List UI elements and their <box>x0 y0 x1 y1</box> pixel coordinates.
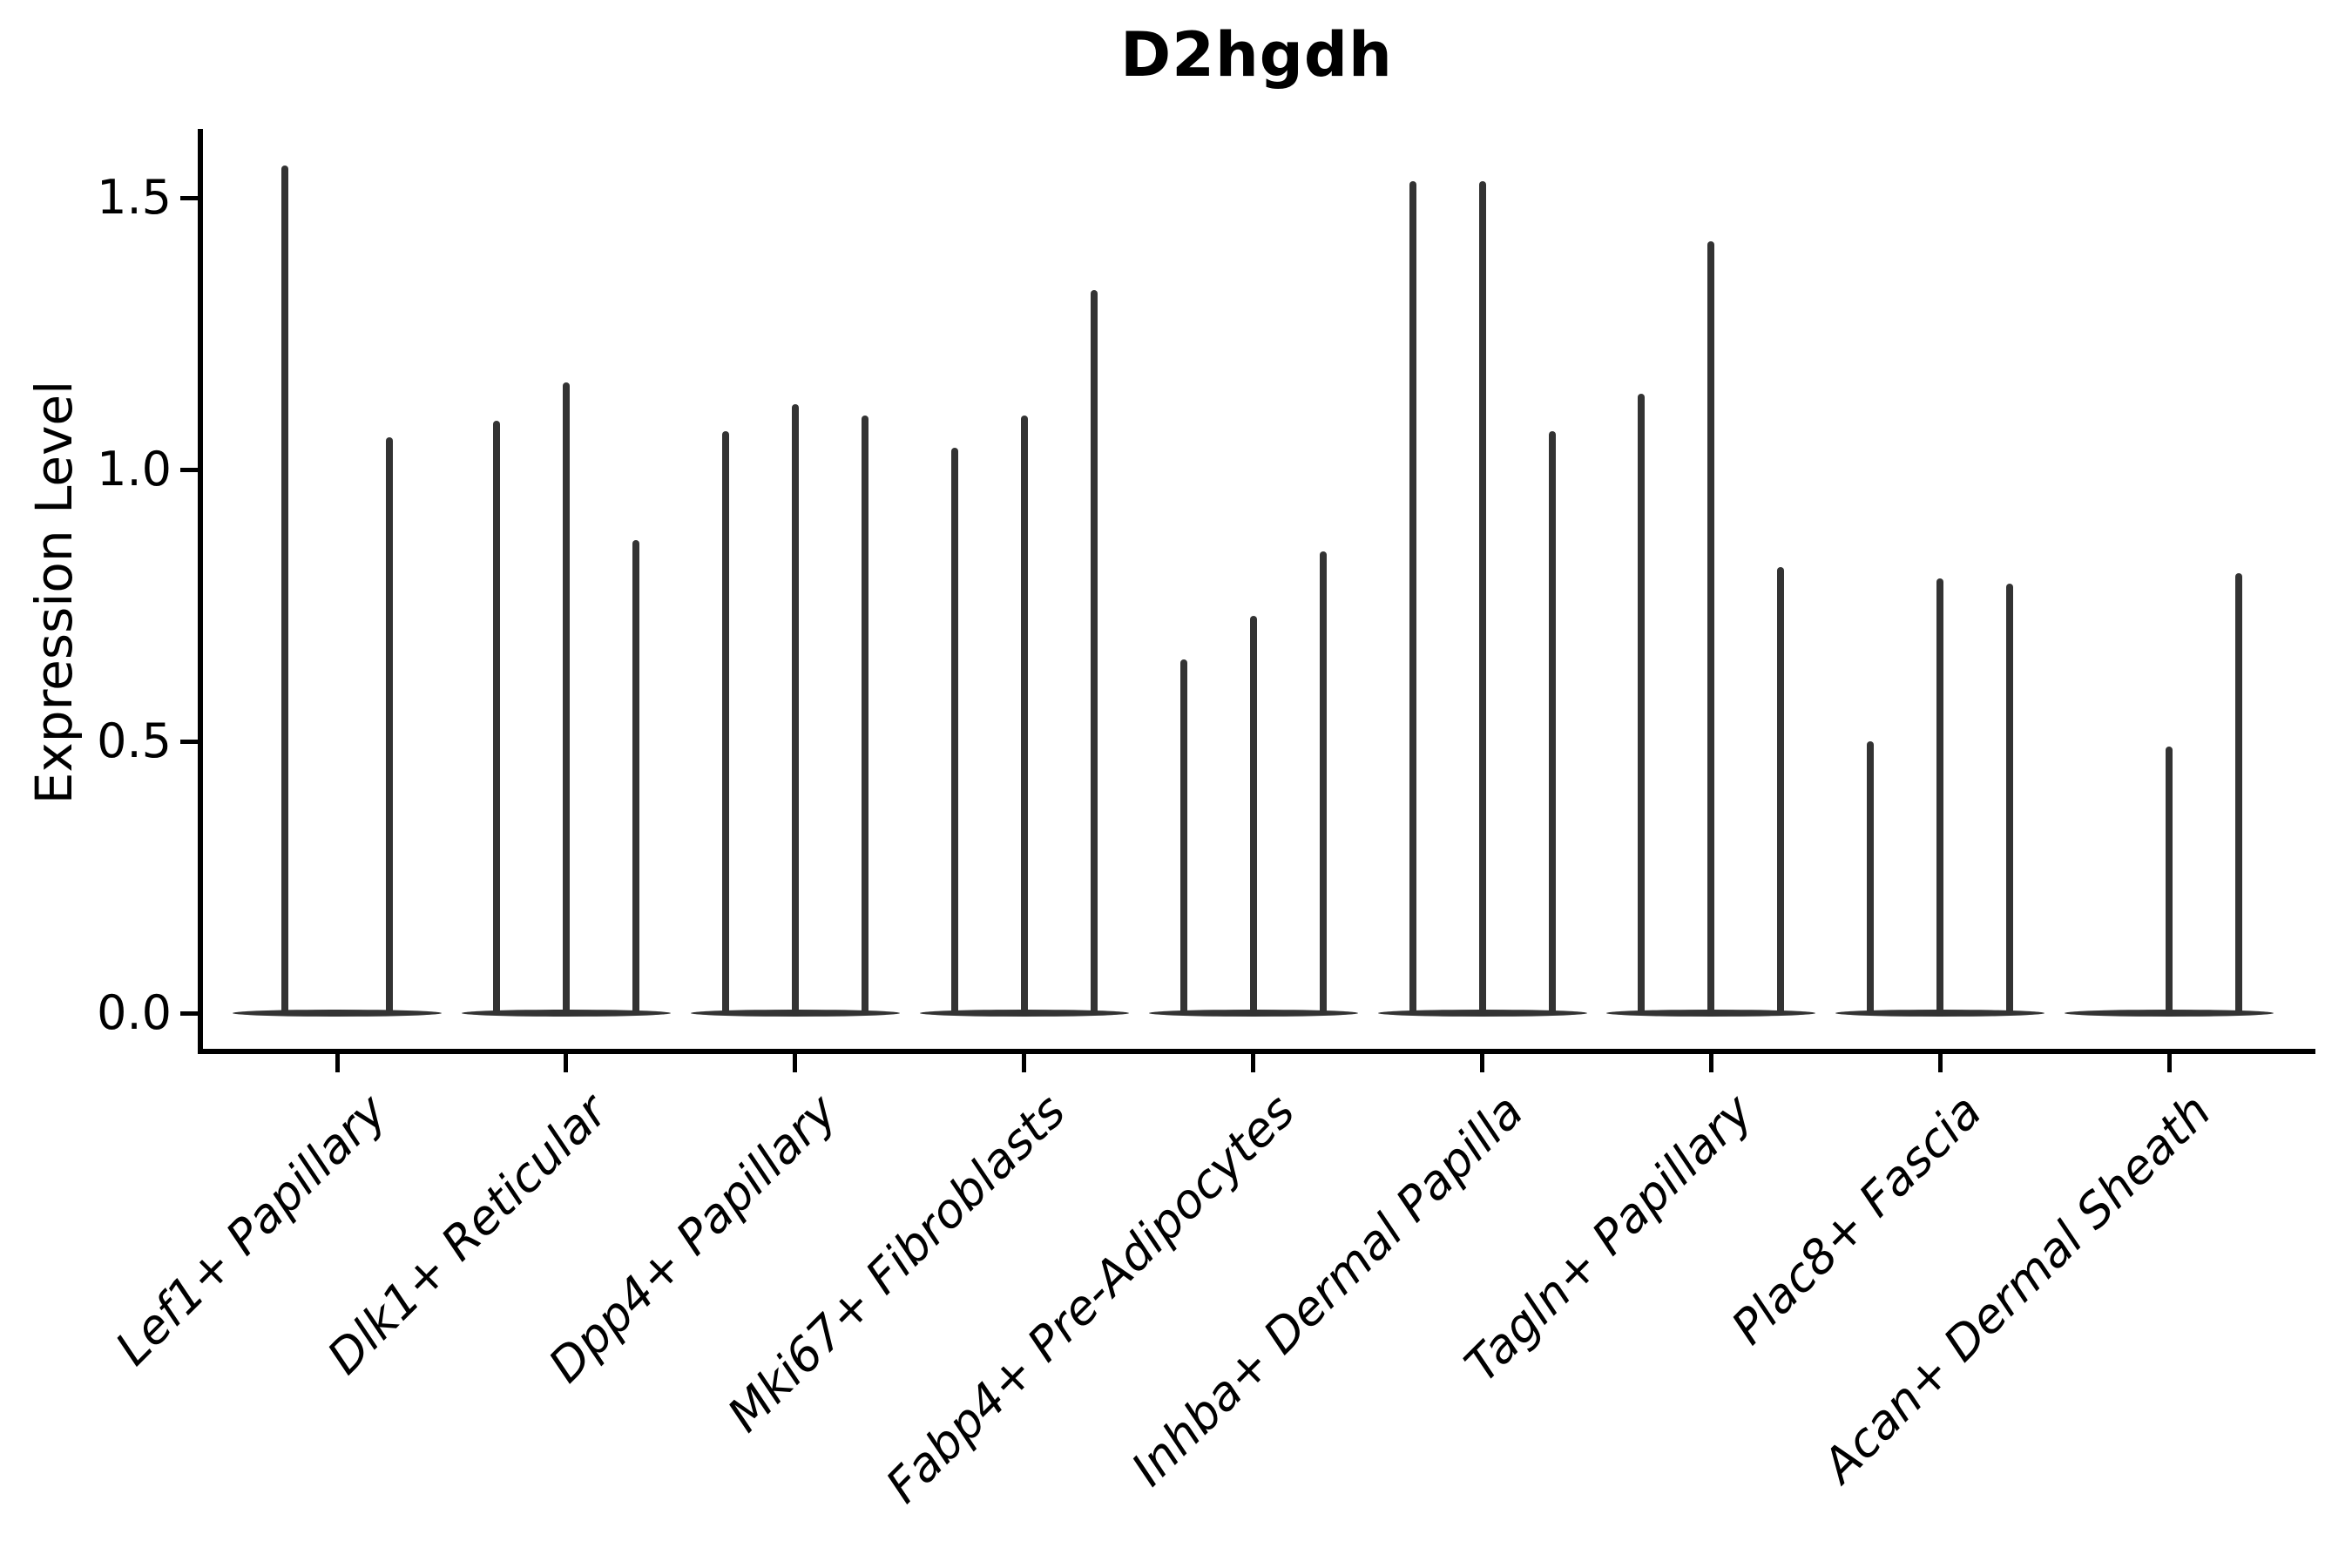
y-tick-mark <box>180 196 199 200</box>
violin-spike <box>861 415 868 1013</box>
violin-spike <box>791 404 799 1013</box>
violin-spike <box>1936 578 1944 1013</box>
violin-spike <box>1090 290 1098 1013</box>
violin-spike <box>1409 181 1416 1013</box>
violin-spike <box>386 436 393 1013</box>
y-tick-mark <box>180 1011 199 1016</box>
y-tick-mark <box>180 468 199 472</box>
violin-spike <box>950 448 958 1013</box>
violin-spike <box>1638 393 1646 1013</box>
x-tick-mark <box>1022 1051 1027 1072</box>
violin-spike <box>1777 567 1785 1013</box>
x-tick-label: Acan+ Dermal Sheath <box>0 1084 2221 1493</box>
violin-spike <box>2235 572 2243 1013</box>
y-tick-mark <box>180 740 199 744</box>
violin-spike <box>562 382 570 1013</box>
violin-baseline <box>919 1010 1129 1017</box>
x-axis-spine <box>198 1049 2315 1054</box>
violin-baseline <box>1606 1010 1816 1017</box>
violin-spike <box>1319 551 1327 1013</box>
violin-spike <box>632 540 639 1013</box>
x-tick-mark <box>793 1051 798 1072</box>
violin-spike <box>1020 415 1028 1013</box>
x-tick-label-text: Acan+ Dermal Sheath <box>1811 1084 2221 1493</box>
y-axis-spine <box>198 129 203 1054</box>
violin-spike <box>1867 741 1875 1013</box>
violin-baseline <box>1148 1010 1358 1017</box>
violin-baseline <box>2065 1010 2274 1017</box>
violin-baseline <box>1835 1010 2045 1017</box>
violin-spike <box>1179 659 1187 1013</box>
x-tick-mark <box>1937 1051 1943 1072</box>
x-tick-mark <box>564 1051 569 1072</box>
violin-spike <box>281 165 288 1013</box>
violin-baseline <box>1377 1010 1587 1017</box>
violin-spike <box>2006 584 2014 1013</box>
y-tick-label: 1.5 <box>97 170 172 225</box>
violin-spike <box>2166 747 2173 1013</box>
x-tick-label-text: Fabp4+ Pre-Adipocytes <box>875 1084 1306 1514</box>
violin-baseline <box>233 1010 442 1017</box>
y-tick-label: 1.0 <box>97 442 172 497</box>
x-tick-mark <box>1708 1051 1713 1072</box>
chart-title: D2hgdh <box>1120 19 1393 91</box>
y-tick-label: 0.5 <box>97 713 172 768</box>
violin-baseline <box>690 1010 900 1017</box>
violin-spike <box>1478 181 1486 1013</box>
x-tick-mark <box>1251 1051 1256 1072</box>
violin-spike <box>1548 431 1556 1013</box>
violin-spike <box>492 420 500 1013</box>
y-tick-label: 0.0 <box>97 985 172 1040</box>
x-tick-label-text: Inhba+ Dermal Papilla <box>1121 1084 1535 1497</box>
x-tick-mark <box>335 1051 340 1072</box>
x-tick-mark <box>1480 1051 1484 1072</box>
violin-spike <box>1707 240 1715 1013</box>
violin-spike <box>1249 616 1257 1013</box>
violin-baseline <box>461 1010 671 1017</box>
violin-spike <box>721 431 729 1013</box>
x-tick-mark <box>2166 1051 2172 1072</box>
